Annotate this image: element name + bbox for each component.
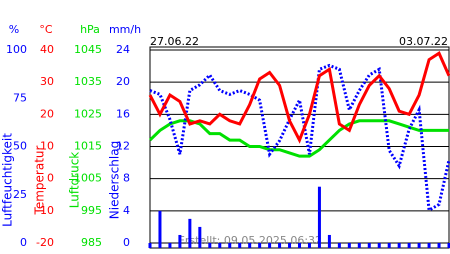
rain-bar <box>328 235 331 248</box>
y-tick-label: 20 <box>40 107 54 120</box>
y-tick-label: 75 <box>13 91 27 104</box>
rain-bar <box>398 243 401 248</box>
rain-bar <box>438 243 441 248</box>
y-tick-label: 24 <box>116 43 130 56</box>
rain-bar <box>278 243 281 248</box>
rain-bar <box>158 211 161 248</box>
y-tick-label: 100 <box>6 43 27 56</box>
y-tick-label: 995 <box>81 204 102 217</box>
rain-bar <box>308 243 311 248</box>
y-tick-label: 50 <box>13 140 27 153</box>
rain-bar <box>318 187 321 248</box>
rain-bar <box>178 235 181 248</box>
rain-bar <box>208 243 211 248</box>
rain-bar <box>238 243 241 248</box>
axis-unit: hPa <box>80 23 100 36</box>
axis-unit: % <box>9 23 19 36</box>
y-tick-label: 1015 <box>74 140 102 153</box>
axis-title: Niederschlag <box>108 141 122 219</box>
y-tick-label: 8 <box>123 172 130 185</box>
rain-bar <box>428 243 431 248</box>
rain-bar <box>348 243 351 248</box>
y-tick-label: -10 <box>36 204 54 217</box>
y-tick-label: 25 <box>13 188 27 201</box>
y-tick-label: 10 <box>40 140 54 153</box>
y-tick-label: 20 <box>116 75 130 88</box>
rain-bar <box>298 243 301 248</box>
rain-bar <box>248 243 251 248</box>
rain-bar <box>368 243 371 248</box>
rain-bar <box>198 227 201 248</box>
rain-bar <box>258 243 261 248</box>
rain-bar <box>218 243 221 248</box>
axis-unit: °C <box>39 23 53 36</box>
rain-bar <box>268 243 271 248</box>
rain-bar <box>168 243 171 248</box>
y-tick-label: 1025 <box>74 107 102 120</box>
y-tick-label: 1035 <box>74 75 102 88</box>
rain-bar <box>378 243 381 248</box>
y-tick-label: 30 <box>40 75 54 88</box>
rain-bar <box>358 243 361 248</box>
rain-bar <box>188 219 191 248</box>
y-tick-label: 985 <box>81 236 102 249</box>
rain-bar <box>408 243 411 248</box>
y-tick-label: 0 <box>47 172 54 185</box>
y-tick-label: 1005 <box>74 172 102 185</box>
rain-bar <box>288 243 291 248</box>
x-end-label: 03.07.22 <box>399 35 448 48</box>
x-start-label: 27.06.22 <box>150 35 199 48</box>
rain-bar <box>388 243 391 248</box>
y-tick-label: 0 <box>20 236 27 249</box>
rain-bar <box>149 243 152 248</box>
y-tick-label: 16 <box>116 107 130 120</box>
y-tick-label: -20 <box>36 236 54 249</box>
y-tick-label: 0 <box>123 236 130 249</box>
y-tick-label: 4 <box>123 204 130 217</box>
y-tick-label: 12 <box>116 140 130 153</box>
rain-bar <box>338 243 341 248</box>
rain-bar <box>228 243 231 248</box>
y-tick-label: 40 <box>40 43 54 56</box>
rain-bar <box>418 243 421 248</box>
y-tick-label: 1045 <box>74 43 102 56</box>
axis-unit: mm/h <box>109 23 141 36</box>
